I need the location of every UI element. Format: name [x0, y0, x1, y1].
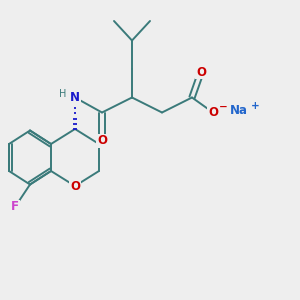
Text: −: − — [219, 102, 228, 112]
Text: Na: Na — [230, 103, 247, 117]
Text: H: H — [59, 89, 66, 99]
Text: F: F — [11, 200, 19, 214]
Text: O: O — [70, 179, 80, 193]
Text: N: N — [70, 91, 80, 104]
Text: O: O — [196, 65, 206, 79]
Text: +: + — [250, 101, 260, 111]
Text: O: O — [208, 106, 218, 119]
Text: O: O — [97, 134, 107, 148]
